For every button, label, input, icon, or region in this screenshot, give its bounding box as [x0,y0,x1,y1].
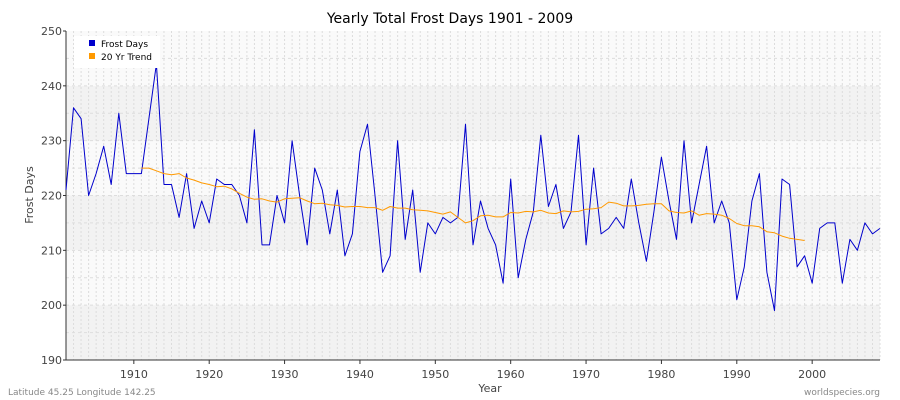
y-axis-label: Frost Days [23,166,36,224]
legend-label-frost-days: Frost Days [101,40,148,50]
series-line-20yr-trend [141,167,805,241]
legend-swatch-20yr-trend [89,53,95,59]
horizontal-gridlines [66,57,880,334]
y-tick-label: 190 [41,354,62,367]
x-tick-label: 1940 [346,368,374,381]
x-tick-label: 1920 [195,368,223,381]
x-tick-label: 2000 [798,368,826,381]
x-axis-label: Year [477,382,502,395]
x-tick-labels: 1910 1920 1930 1940 1950 1960 1970 1980 1990 2000 [120,360,826,381]
footer-location: Latitude 45.25 Longitude 142.25 [8,388,156,398]
x-tick-label: 1960 [497,368,525,381]
footer-source: worldspecies.org [804,388,880,398]
y-tick-label: 220 [41,190,62,203]
legend-label-20yr-trend: 20 Yr Trend [101,53,152,63]
x-tick-label: 1990 [723,368,751,381]
y-tick-label: 230 [41,135,62,148]
x-tick-label: 1950 [421,368,449,381]
series-line-frost-days [65,63,881,312]
x-tick-label: 1970 [572,368,600,381]
x-tick-label: 1980 [647,368,675,381]
legend-swatch-frost-days [89,40,95,46]
y-tick-label: 240 [41,80,62,93]
y-tick-label: 250 [41,25,62,38]
x-tick-label: 1910 [120,368,148,381]
series-20yr-trend [141,167,805,241]
x-tick-label: 1930 [271,368,299,381]
legend: Frost Days 20 Yr Trend [74,36,160,68]
y-tick-label: 210 [41,244,62,257]
y-tick-label: 200 [41,299,62,312]
y-tick-labels: 190 200 210 220 230 240 250 [41,25,66,367]
series-frost-days [65,63,881,312]
chart-title: Yearly Total Frost Days 1901 - 2009 [326,11,573,27]
